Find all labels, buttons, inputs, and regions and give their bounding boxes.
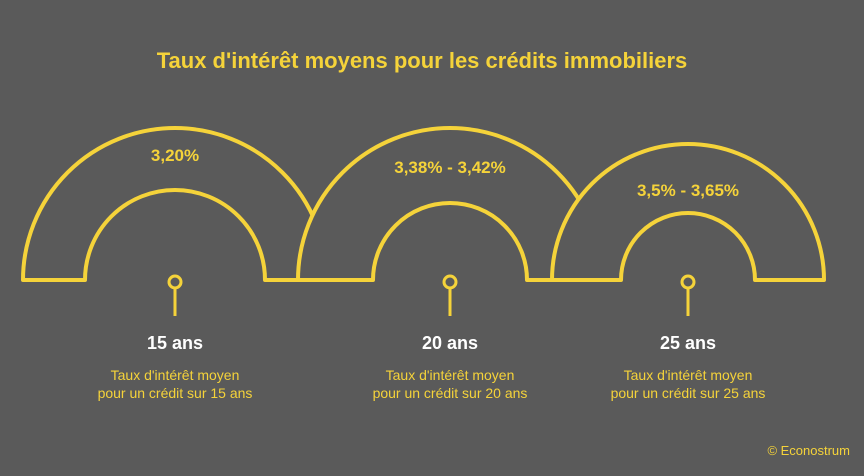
source-credit: © Econostrum [767, 443, 850, 458]
pin-head [442, 274, 458, 290]
chart-title: Taux d'intérêt moyens pour les crédits i… [156, 48, 688, 73]
arch-shape [550, 142, 826, 282]
rate-label: 3,38% - 3,42% [394, 158, 506, 177]
rate-label: 3,20% [150, 146, 200, 165]
pin-head [167, 274, 183, 290]
duration-label: 15 ans [146, 333, 204, 353]
arch-3 [550, 142, 826, 316]
pin-head [680, 274, 696, 290]
duration-label: 20 ans [421, 333, 479, 353]
arch-2 [296, 126, 604, 316]
rate-label: 3,5% - 3,65% [636, 181, 740, 200]
description-label: Taux d'intérêt moyen pour un crédit sur … [97, 367, 253, 401]
description-label: Taux d'intérêt moyen pour un crédit sur … [372, 367, 528, 401]
duration-label: 25 ans [659, 333, 717, 353]
description-label: Taux d'intérêt moyen pour un crédit sur … [610, 367, 766, 401]
